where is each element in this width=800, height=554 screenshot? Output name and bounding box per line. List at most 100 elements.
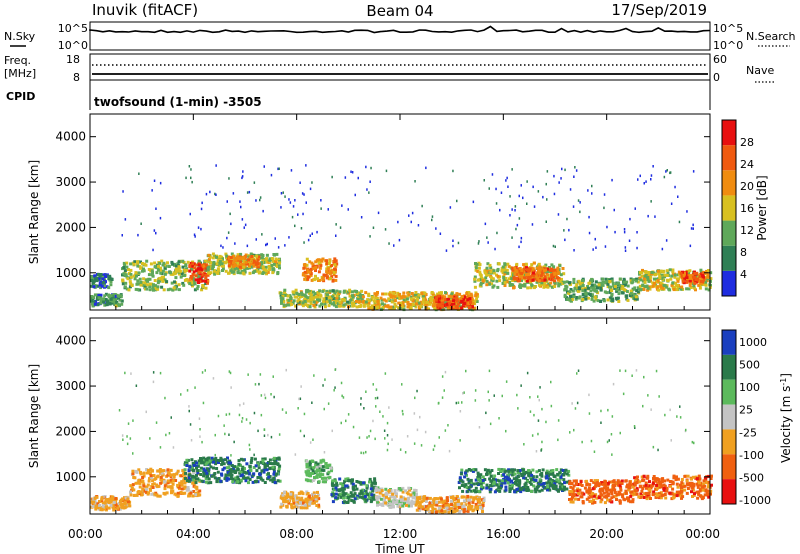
scatter-cell: [308, 461, 312, 465]
scatter-cell: [692, 170, 695, 173]
scatter-cell: [391, 294, 395, 298]
scatter-cell: [301, 273, 305, 277]
scatter-cell: [481, 510, 484, 513]
scatter-cell: [177, 266, 181, 270]
scatter-cell: [641, 268, 644, 272]
scatter-cell: [452, 239, 454, 242]
scatter-cell: [550, 275, 554, 279]
scatter-cell: [335, 301, 339, 305]
scatter-cell: [188, 467, 192, 471]
scatter-cell: [698, 286, 702, 290]
scatter-cell: [104, 280, 107, 284]
scatter-cell: [277, 263, 281, 267]
scatter-cell: [599, 300, 603, 303]
scatter-cell: [593, 283, 597, 287]
scatter-cell: [329, 269, 333, 273]
scatter-cell: [109, 500, 113, 504]
scatter-cell: [622, 277, 626, 281]
scatter-cell: [388, 299, 392, 302]
scatter-cell: [204, 282, 208, 286]
scatter-cell: [252, 259, 256, 263]
scatter-cell: [229, 477, 233, 481]
scatter-cell: [381, 306, 385, 309]
scatter-cell: [190, 267, 193, 271]
scatter-cell: [388, 293, 392, 297]
scatter-cell: [546, 285, 550, 289]
scatter-cell: [453, 305, 456, 309]
scatter-cell: [565, 487, 569, 491]
scatter-cell: [595, 289, 599, 293]
scatter-cell: [535, 280, 539, 284]
scatter-cell: [474, 502, 478, 506]
scatter-cell: [314, 461, 318, 465]
scatter-cell: [359, 495, 362, 499]
scatter-cell: [215, 193, 217, 196]
scatter-cell: [241, 476, 245, 480]
scatter-cell: [330, 493, 334, 497]
scatter-cell: [431, 509, 434, 513]
scatter-cell: [330, 275, 334, 279]
scatter-cell: [579, 210, 581, 214]
scatter-cell: [158, 494, 162, 498]
scatter-cell: [549, 483, 553, 487]
scatter-cell: [666, 169, 668, 172]
scatter-cell: [185, 464, 189, 467]
scatter-cell: [284, 293, 288, 297]
scatter-cell: [91, 304, 95, 308]
scatter-cell: [375, 497, 379, 501]
scatter-cell: [595, 246, 597, 249]
scatter-cell: [471, 301, 475, 305]
scatter-cell: [195, 464, 199, 468]
scatter-cell: [183, 269, 187, 273]
scatter-cell: [458, 506, 461, 509]
scatter-cell: [631, 278, 635, 282]
scatter-cell: [524, 476, 528, 480]
scatter-cell: [152, 474, 156, 477]
scatter-cell: [253, 457, 257, 461]
scatter-cell: [303, 193, 305, 196]
scatter-cell: [357, 176, 359, 180]
scatter-cell: [474, 478, 478, 482]
scatter-cell: [573, 249, 575, 252]
scatter-cell: [152, 248, 154, 252]
scatter-cell: [122, 190, 124, 193]
scatter-cell: [537, 283, 541, 287]
scatter-cell: [380, 487, 384, 491]
scatter-cell: [263, 457, 267, 461]
scatter-cell: [414, 180, 416, 183]
scatter-cell: [581, 284, 585, 287]
scatter-cell: [173, 280, 176, 284]
scatter-cell: [385, 495, 388, 499]
scatter-cell: [551, 278, 555, 282]
scatter-cell: [515, 477, 519, 481]
scatter-cell: [432, 299, 436, 303]
scatter-cell: [100, 284, 104, 288]
scatter-cell: [678, 220, 681, 224]
scatter-cell: [200, 458, 203, 462]
scatter-cell: [515, 277, 519, 280]
scatter-cell: [246, 244, 249, 248]
scatter-cell: [464, 503, 468, 507]
scatter-cell: [505, 280, 509, 284]
scatter-cell: [219, 456, 223, 460]
scatter-cell: [405, 503, 408, 507]
scatter-cell: [581, 279, 584, 282]
scatter-cell: [181, 265, 185, 269]
scatter-cell: [389, 295, 393, 299]
scatter-cell: [334, 274, 338, 278]
scatter-cell: [559, 273, 563, 277]
scatter-cell: [610, 292, 614, 296]
scatter-cell: [147, 273, 151, 277]
scatter-cell: [176, 269, 180, 273]
scatter-cell: [606, 278, 610, 281]
scatter-cell: [695, 271, 699, 275]
scatter-cell: [587, 189, 589, 192]
scatter-cell: [339, 226, 342, 229]
scatter-cell: [675, 288, 679, 292]
scatter-cell: [490, 484, 494, 488]
scatter-cell: [224, 252, 228, 256]
scatter-cell: [97, 293, 101, 297]
scatter-cell: [309, 500, 313, 504]
scatter-cell: [211, 267, 215, 271]
scatter-cell: [173, 272, 177, 276]
